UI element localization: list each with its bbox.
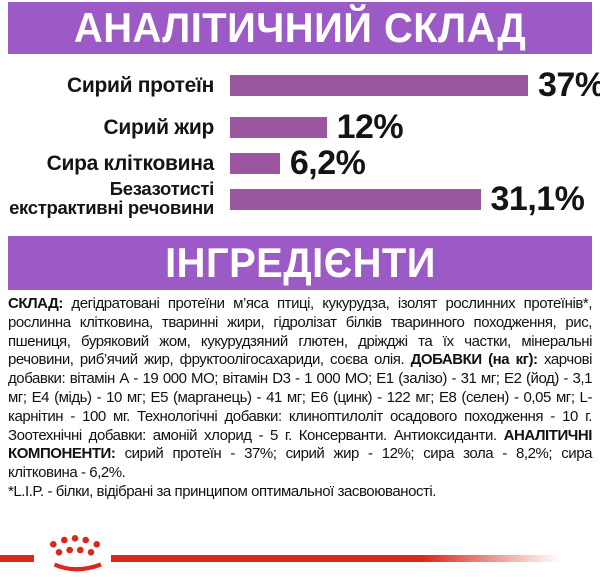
chart-row-nfe: Безазотисті екстрактивні речовини 31,1% — [0, 177, 585, 221]
bar-value: 31,1% — [490, 180, 585, 218]
bar-value: 12% — [336, 108, 404, 146]
bar-label: Сира клітковина — [46, 151, 215, 175]
chart-row-fat: Сирий жир 12% — [0, 105, 404, 149]
ingredients-title: ІНГРЕДІЄНТИ — [164, 239, 436, 286]
brand-rule-right — [111, 555, 569, 562]
bar-label: Сирий жир — [103, 115, 215, 139]
lip-footnote: *L.I.P. - білки, відібрані за принципом … — [8, 482, 437, 500]
bar-value: 6,2% — [289, 144, 366, 182]
composition-text: дегідратовані протеїни м’яса птиці, куку… — [8, 295, 592, 369]
analytical-title: АНАЛІТИЧНИЙ СКЛАД — [73, 4, 527, 51]
ingredients-paragraph: СКЛАД: дегідратовані протеїни м’яса птиц… — [8, 295, 592, 483]
chart-row-fiber: Сира клітковина 6,2% — [0, 141, 366, 185]
additives-text: харчові добавки: вітамін А - 19 000 МО; … — [8, 351, 592, 444]
bar — [230, 74, 528, 96]
bar-label: Безазотисті екстрактивні речовини — [9, 178, 214, 218]
bar-label: Сирий протеїн — [66, 73, 214, 97]
analytical-components-label: АНАЛІТИЧНІ КОМПОНЕНТИ: — [8, 426, 592, 463]
brand-rule-left — [0, 555, 34, 562]
bar-value: 37% — [538, 66, 600, 104]
bar — [230, 116, 327, 138]
section-header-analytical: АНАЛІТИЧНИЙ СКЛАД — [8, 2, 592, 54]
ingredients-text: СКЛАД: дегідратовані протеїни м’яса птиц… — [8, 295, 592, 502]
analytical-components-text: сирий протеїн - 37%; сирий жир - 12%; си… — [8, 445, 592, 482]
composition-label: СКЛАД: — [8, 295, 63, 312]
chart-row-protein: Сирий протеїн 37% — [0, 63, 600, 107]
bar — [230, 188, 481, 210]
section-header-ingredients: ІНГРЕДІЄНТИ — [8, 236, 592, 290]
additives-label: ДОБАВКИ (на кг): — [410, 351, 538, 369]
bar — [230, 152, 280, 174]
royal-canin-crown-icon — [50, 535, 102, 572]
